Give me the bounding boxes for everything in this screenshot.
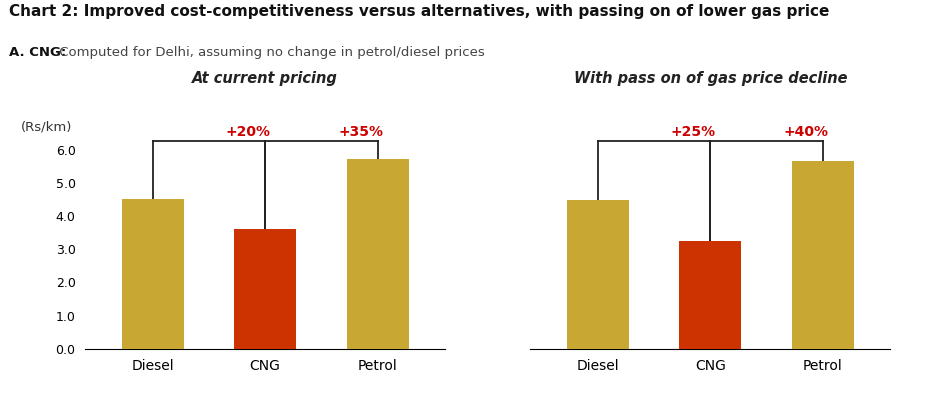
- Text: +40%: +40%: [783, 125, 829, 139]
- Bar: [567, 200, 629, 349]
- Bar: [122, 199, 184, 349]
- Text: +20%: +20%: [225, 125, 271, 139]
- Text: At current pricing: At current pricing: [192, 71, 338, 86]
- Text: Computed for Delhi, assuming no change in petrol/diesel prices: Computed for Delhi, assuming no change i…: [55, 46, 485, 59]
- Bar: [679, 241, 742, 349]
- Text: +25%: +25%: [670, 125, 716, 139]
- Text: Chart 2: Improved cost-competitiveness versus alternatives, with passing on of l: Chart 2: Improved cost-competitiveness v…: [9, 4, 830, 19]
- Text: With pass on of gas price decline: With pass on of gas price decline: [574, 71, 847, 86]
- Bar: [347, 160, 408, 349]
- Text: A. CNG:: A. CNG:: [9, 46, 66, 59]
- Bar: [234, 229, 296, 349]
- Bar: [792, 161, 853, 349]
- Text: (Rs/km): (Rs/km): [21, 121, 72, 134]
- Text: +35%: +35%: [338, 125, 384, 139]
